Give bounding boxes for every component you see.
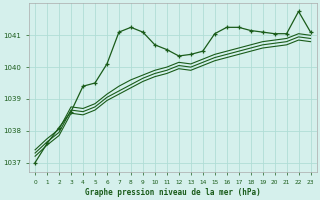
X-axis label: Graphe pression niveau de la mer (hPa): Graphe pression niveau de la mer (hPa) [85,188,261,197]
